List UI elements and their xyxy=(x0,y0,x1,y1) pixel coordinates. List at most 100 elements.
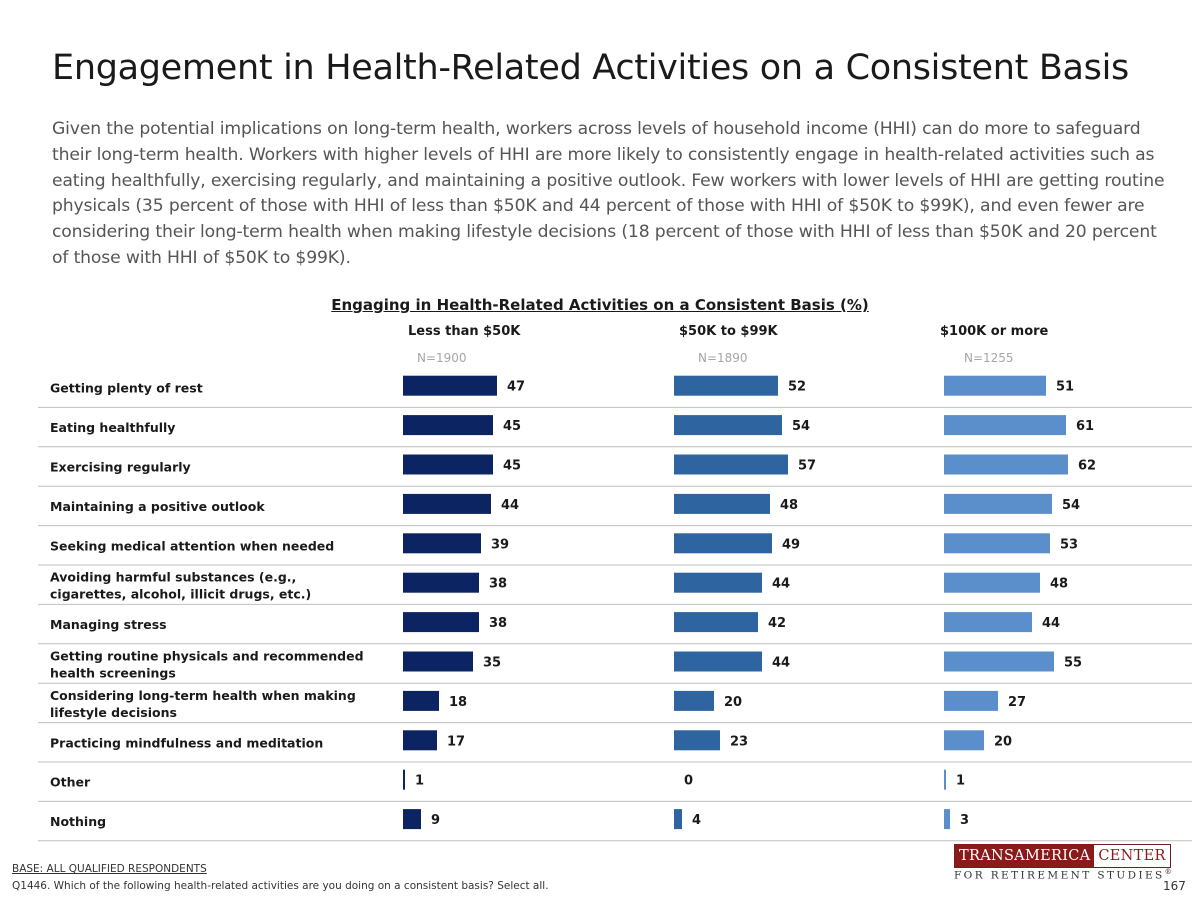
bar-less-than-50k-maintaining-a-positive-outlook xyxy=(403,493,491,514)
category-label-seeking-medical-attention-when-needed: Seeking medical attention when needed xyxy=(50,538,334,553)
intro-paragraph: Given the potential implications on long… xyxy=(52,119,1165,268)
bar-less-than-50k-exercising-regularly xyxy=(403,454,493,475)
page-title: Engagement in Health-Related Activities … xyxy=(52,48,1129,88)
category-label-considering-long-term-health-when-making: Considering long-term health when making… xyxy=(50,688,356,720)
chart-title: Engaging in Health-Related Activities on… xyxy=(331,296,869,314)
transamerica-logo: TRANSAMERICA CENTER FOR RETIREMENT STUDI… xyxy=(954,844,1172,884)
value-label-less-than-50k-maintaining-a-positive-outlook: 44 xyxy=(501,498,519,513)
value-label-50k-to-99k-exercising-regularly: 57 xyxy=(798,459,816,474)
bar-less-than-50k-practicing-mindfulness-and-meditation xyxy=(403,730,437,751)
category-label-nothing: Nothing xyxy=(50,814,106,829)
bar-less-than-50k-avoiding-harmful-substances-e-g-cigarett xyxy=(403,572,479,593)
bar-100k-or-more-exercising-regularly xyxy=(944,454,1068,475)
bar-less-than-50k-other xyxy=(403,769,405,790)
value-label-100k-or-more-nothing: 3 xyxy=(960,813,969,828)
value-label-50k-to-99k-nothing: 4 xyxy=(692,813,701,828)
value-label-100k-or-more-avoiding-harmful-substances-e-g-cigarett: 48 xyxy=(1050,577,1068,592)
category-label-getting-plenty-of-rest: Getting plenty of rest xyxy=(50,381,203,396)
sample-size-under-50k: N=1900 xyxy=(417,351,467,365)
value-label-50k-to-99k-getting-routine-physicals-and-recommende: 44 xyxy=(772,656,790,671)
sample-size-100k-plus: N=1255 xyxy=(964,351,1014,365)
category-label-other: Other xyxy=(50,775,91,790)
group-label-50k-99k: $50K to $99K xyxy=(679,324,778,339)
category-label-exercising-regularly: Exercising regularly xyxy=(50,460,191,475)
value-label-100k-or-more-exercising-regularly: 62 xyxy=(1078,459,1096,474)
bar-50k-to-99k-maintaining-a-positive-outlook xyxy=(674,493,770,514)
bar-less-than-50k-considering-long-term-health-when-making xyxy=(403,690,439,711)
category-label-getting-routine-physicals-and-recommende: Getting routine physicals and recommende… xyxy=(50,649,364,681)
value-label-less-than-50k-exercising-regularly: 45 xyxy=(503,459,521,474)
bar-100k-or-more-other xyxy=(944,769,946,790)
value-label-100k-or-more-getting-plenty-of-rest: 51 xyxy=(1056,380,1074,395)
bar-chart: Getting plenty of rest 47 52 51 Eating healt… xyxy=(38,375,1192,842)
value-label-50k-to-99k-considering-long-term-health-when-making: 20 xyxy=(724,695,742,710)
group-label-under-50k: Less than $50K xyxy=(408,324,521,339)
value-label-less-than-50k-nothing: 9 xyxy=(431,813,440,828)
value-label-100k-or-more-managing-stress: 44 xyxy=(1042,616,1060,631)
value-label-50k-to-99k-maintaining-a-positive-outlook: 48 xyxy=(780,498,798,513)
bar-100k-or-more-seeking-medical-attention-when-needed xyxy=(944,533,1050,554)
bar-100k-or-more-eating-healthfully xyxy=(944,415,1066,436)
bar-100k-or-more-considering-long-term-health-when-making xyxy=(944,690,998,711)
sample-size-50k-99k: N=1890 xyxy=(698,351,748,365)
bar-50k-to-99k-seeking-medical-attention-when-needed xyxy=(674,533,772,554)
bar-less-than-50k-getting-plenty-of-rest xyxy=(403,375,497,396)
value-label-100k-or-more-considering-long-term-health-when-making: 27 xyxy=(1008,695,1026,710)
group-label-100k-plus: $100K or more xyxy=(940,324,1049,339)
value-label-less-than-50k-avoiding-harmful-substances-e-g-cigarett: 38 xyxy=(489,577,507,592)
footer-question: Q1446. Which of the following health-rel… xyxy=(12,880,549,892)
value-label-100k-or-more-getting-routine-physicals-and-recommende: 55 xyxy=(1064,656,1082,671)
value-label-100k-or-more-maintaining-a-positive-outlook: 54 xyxy=(1062,498,1080,513)
logo-word-transamerica: TRANSAMERICA xyxy=(955,845,1095,867)
value-label-50k-to-99k-getting-plenty-of-rest: 52 xyxy=(788,380,806,395)
value-label-50k-to-99k-avoiding-harmful-substances-e-g-cigarett: 44 xyxy=(772,577,790,592)
category-label-practicing-mindfulness-and-meditation: Practicing mindfulness and meditation xyxy=(50,735,323,750)
bar-50k-to-99k-eating-healthfully xyxy=(674,415,782,436)
value-label-less-than-50k-getting-plenty-of-rest: 47 xyxy=(507,380,525,395)
bar-less-than-50k-nothing xyxy=(403,809,421,830)
bar-50k-to-99k-getting-plenty-of-rest xyxy=(674,375,778,396)
bar-50k-to-99k-managing-stress xyxy=(674,612,758,633)
value-label-less-than-50k-eating-healthfully: 45 xyxy=(503,419,521,434)
value-label-50k-to-99k-managing-stress: 42 xyxy=(768,616,786,631)
footer-base: BASE: ALL QUALIFIED RESPONDENTS xyxy=(12,863,207,875)
category-label-managing-stress: Managing stress xyxy=(50,617,167,632)
page-number: 167 xyxy=(1163,879,1186,893)
bar-100k-or-more-nothing xyxy=(944,809,950,830)
bar-50k-to-99k-practicing-mindfulness-and-meditation xyxy=(674,730,720,751)
value-label-less-than-50k-practicing-mindfulness-and-meditation: 17 xyxy=(447,734,465,749)
value-label-50k-to-99k-practicing-mindfulness-and-meditation: 23 xyxy=(730,734,748,749)
bar-100k-or-more-maintaining-a-positive-outlook xyxy=(944,493,1052,514)
bar-100k-or-more-avoiding-harmful-substances-e-g-cigarett xyxy=(944,572,1040,593)
value-label-100k-or-more-eating-healthfully: 61 xyxy=(1076,419,1094,434)
value-label-50k-to-99k-seeking-medical-attention-when-needed: 49 xyxy=(782,537,800,552)
bar-less-than-50k-eating-healthfully xyxy=(403,415,493,436)
bar-50k-to-99k-avoiding-harmful-substances-e-g-cigarett xyxy=(674,572,762,593)
value-label-less-than-50k-getting-routine-physicals-and-recommende: 35 xyxy=(483,656,501,671)
value-label-50k-to-99k-eating-healthfully: 54 xyxy=(792,419,810,434)
value-label-less-than-50k-considering-long-term-health-when-making: 18 xyxy=(449,695,467,710)
bar-less-than-50k-seeking-medical-attention-when-needed xyxy=(403,533,481,554)
bar-100k-or-more-getting-routine-physicals-and-recommende xyxy=(944,651,1054,672)
value-label-100k-or-more-practicing-mindfulness-and-meditation: 20 xyxy=(994,734,1012,749)
bar-100k-or-more-managing-stress xyxy=(944,612,1032,633)
value-label-50k-to-99k-other: 0 xyxy=(684,774,693,789)
category-label-eating-healthfully: Eating healthfully xyxy=(50,420,175,435)
logo-wordmark: TRANSAMERICA CENTER xyxy=(954,844,1171,868)
bar-100k-or-more-practicing-mindfulness-and-meditation xyxy=(944,730,984,751)
bar-less-than-50k-managing-stress xyxy=(403,612,479,633)
value-label-100k-or-more-other: 1 xyxy=(956,774,965,789)
value-label-less-than-50k-seeking-medical-attention-when-needed: 39 xyxy=(491,537,509,552)
logo-word-center: CENTER xyxy=(1094,845,1170,867)
bar-100k-or-more-getting-plenty-of-rest xyxy=(944,375,1046,396)
value-label-less-than-50k-managing-stress: 38 xyxy=(489,616,507,631)
bar-50k-to-99k-exercising-regularly xyxy=(674,454,788,475)
bar-less-than-50k-getting-routine-physicals-and-recommende xyxy=(403,651,473,672)
bar-50k-to-99k-nothing xyxy=(674,809,682,830)
bar-50k-to-99k-considering-long-term-health-when-making xyxy=(674,690,714,711)
bar-50k-to-99k-getting-routine-physicals-and-recommende xyxy=(674,651,762,672)
value-label-less-than-50k-other: 1 xyxy=(415,774,424,789)
category-label-avoiding-harmful-substances-e-g-cigarett: Avoiding harmful substances (e.g., cigare… xyxy=(50,570,311,602)
value-label-100k-or-more-seeking-medical-attention-when-needed: 53 xyxy=(1060,537,1078,552)
category-label-maintaining-a-positive-outlook: Maintaining a positive outlook xyxy=(50,499,265,514)
